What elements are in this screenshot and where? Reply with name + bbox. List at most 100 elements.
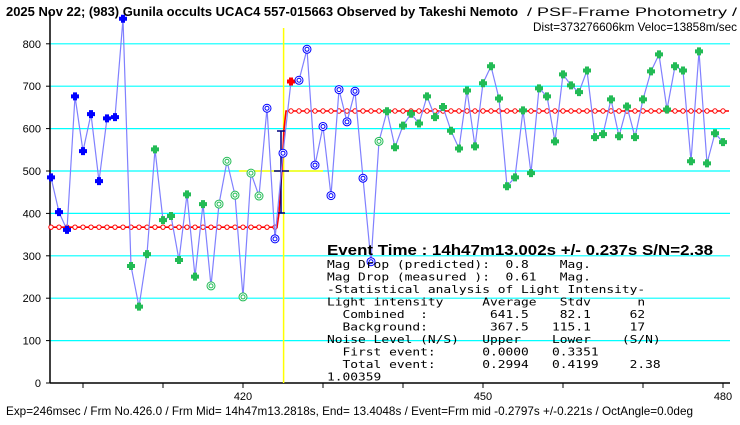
data-point-ring (222, 156, 232, 166)
data-point-ring (328, 193, 334, 199)
data-point-ring (280, 150, 286, 156)
data-point (318, 121, 328, 131)
data-point-ring (374, 136, 384, 146)
data-point (71, 92, 79, 101)
data-point (374, 136, 384, 146)
x-tick-label: 450 (474, 391, 492, 403)
data-point (455, 144, 463, 153)
event-level-marker (504, 108, 510, 114)
data-point-ring (296, 77, 302, 83)
data-point (399, 121, 407, 130)
background-level-marker (48, 224, 54, 230)
data-point (511, 173, 519, 182)
results-line: Mag Drop (measured ): 0.61 Mag. (327, 271, 591, 284)
results-line: Total event: 0.2994 0.4199 2.38 (327, 358, 661, 371)
data-point (687, 157, 695, 166)
data-point (230, 190, 240, 200)
data-point (206, 281, 216, 291)
event-level-marker (368, 108, 374, 114)
data-point (302, 44, 312, 54)
x-tick-label: 420 (234, 391, 252, 403)
data-point-ring (368, 259, 374, 265)
data-point (487, 62, 495, 71)
data-point (214, 199, 224, 209)
background-level-marker (112, 224, 118, 230)
background-level-marker (88, 224, 94, 230)
data-point (503, 182, 511, 191)
data-point (535, 84, 543, 93)
data-point-ring (318, 121, 328, 131)
data-point (671, 62, 679, 71)
data-point-ring (336, 87, 342, 93)
event-level-marker (616, 108, 622, 114)
footer-info: Exp=246msec / Frm No.426.0 / Frm Mid= 14… (6, 404, 693, 418)
data-point (423, 92, 431, 101)
results-panel: Event Time : 14h47m13.002s +/- 0.237s S/… (327, 242, 713, 384)
background-level-marker (136, 224, 142, 230)
event-level-marker (608, 108, 614, 114)
data-point (342, 117, 352, 127)
data-point (639, 95, 647, 104)
background-level-marker (232, 224, 238, 230)
data-point-ring (350, 86, 360, 96)
event-level-marker (552, 108, 558, 114)
data-point (358, 173, 368, 183)
data-point (254, 191, 264, 201)
data-point (655, 50, 663, 59)
data-point-ring (230, 190, 240, 200)
data-point (495, 94, 503, 103)
data-point (567, 81, 575, 90)
background-level-marker (72, 224, 78, 230)
event-level-marker (512, 108, 518, 114)
data-point-ring (208, 283, 214, 289)
data-point (103, 114, 111, 123)
chart-subtitle: / PSF-Frame Photometry / (527, 5, 738, 19)
data-point (95, 177, 103, 186)
event-level-marker (704, 108, 710, 114)
data-series (47, 14, 727, 311)
background-level-marker (240, 224, 246, 230)
data-point-ring (310, 160, 320, 170)
event-level-marker (392, 108, 398, 114)
data-point (111, 113, 119, 122)
data-point-ring (270, 234, 280, 244)
data-point (151, 145, 159, 154)
data-point-ring (326, 191, 336, 201)
data-point (334, 85, 344, 95)
background-level-marker (104, 224, 110, 230)
data-point (415, 119, 423, 128)
data-point-ring (256, 193, 262, 199)
background-level-marker (80, 224, 86, 230)
data-point (47, 173, 55, 182)
y-tick-label: 400 (23, 208, 41, 220)
data-point-ring (254, 191, 264, 201)
background-level-marker (176, 224, 182, 230)
data-point-ring (272, 236, 278, 242)
data-point (350, 86, 360, 96)
data-point-ring (376, 138, 382, 144)
data-point (366, 257, 376, 267)
data-point (55, 208, 63, 217)
data-point (262, 103, 272, 113)
background-level-marker (208, 224, 214, 230)
results-line: -Statistical analysis of Light Intensity… (327, 283, 645, 296)
data-point (479, 79, 487, 88)
data-point-ring (366, 257, 376, 267)
event-level-marker (600, 108, 606, 114)
data-point-ring (248, 170, 254, 176)
data-point (135, 302, 143, 311)
event-level-marker (576, 108, 582, 114)
event-level-marker (288, 108, 294, 114)
data-point (543, 92, 551, 101)
background-level-marker (264, 224, 270, 230)
event-level-marker (328, 108, 334, 114)
event-level-marker (656, 108, 662, 114)
data-point (119, 14, 127, 23)
data-point (326, 191, 336, 201)
chart-title: 2025 Nov 22; (983) Gunila occults UCAC4 … (6, 4, 518, 19)
data-point (711, 129, 719, 138)
data-point (583, 66, 591, 75)
data-point (391, 143, 399, 152)
data-point (278, 148, 288, 158)
